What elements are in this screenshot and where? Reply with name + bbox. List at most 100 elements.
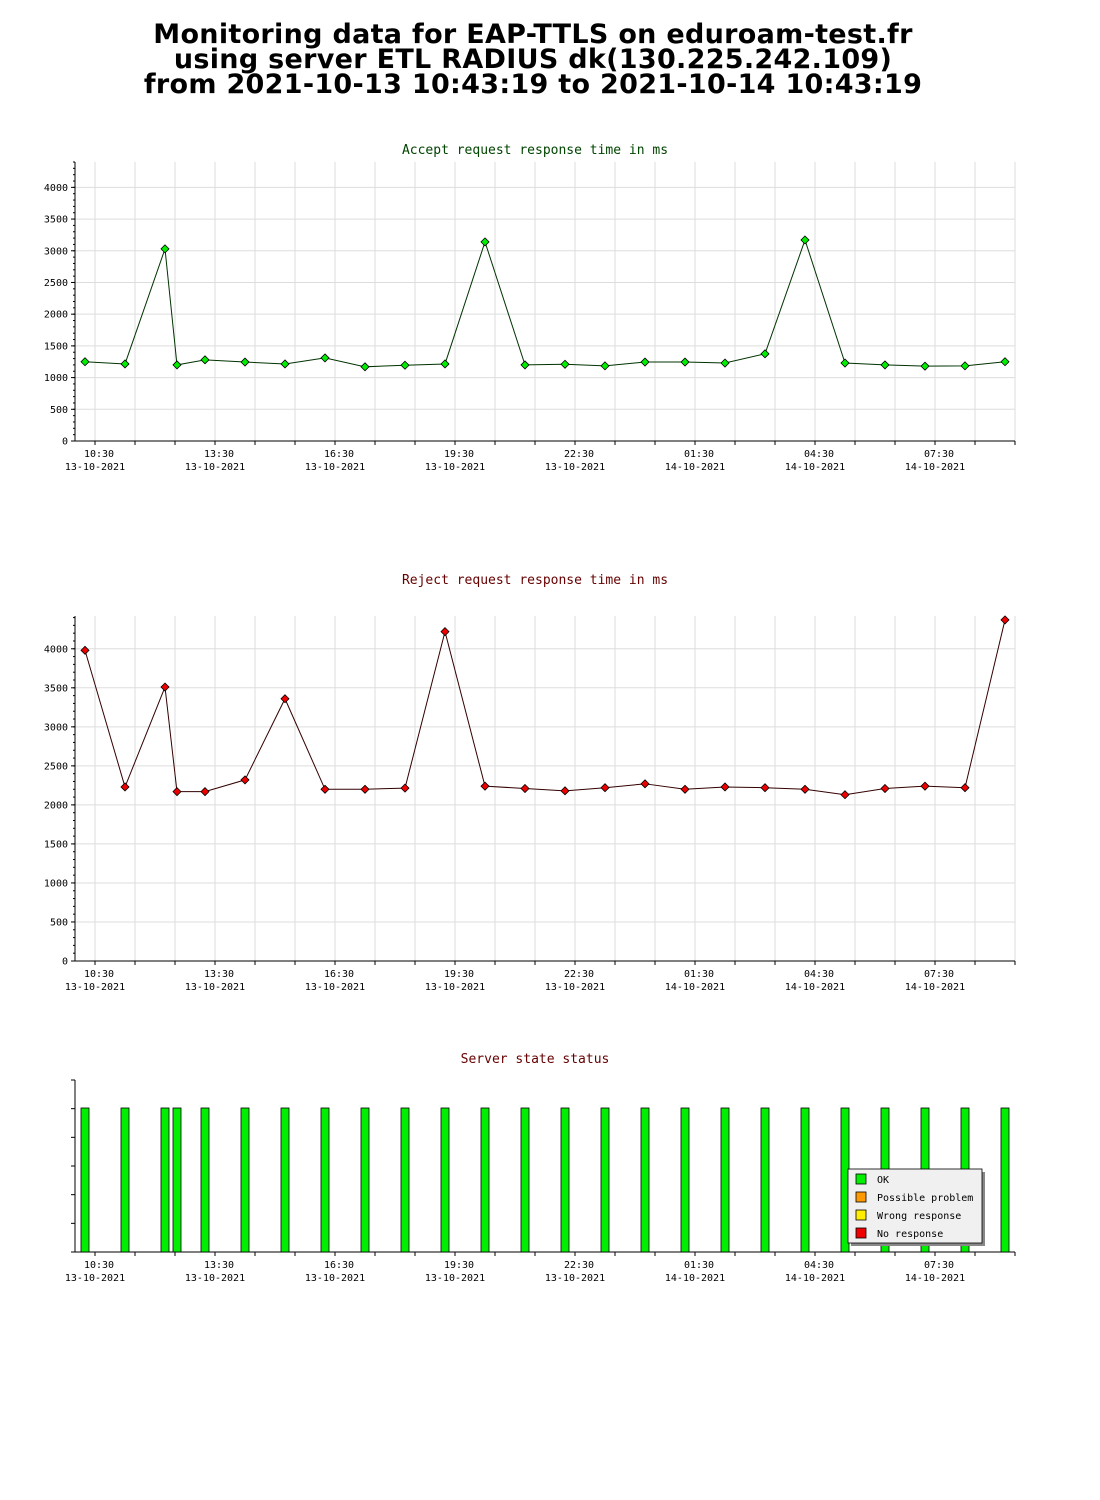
status-bar bbox=[360, 1107, 370, 1253]
y-tick-label: 500 bbox=[50, 917, 68, 928]
legend-label: Possible problem bbox=[877, 1193, 973, 1204]
legend-swatch bbox=[855, 1173, 867, 1185]
data-point bbox=[720, 782, 730, 792]
y-tick-label: 1500 bbox=[44, 839, 68, 850]
x-tick-label-date: 14-10-2021 bbox=[665, 982, 725, 993]
x-tick-label-date: 13-10-2021 bbox=[425, 982, 485, 993]
x-tick-label-time: 10:30 bbox=[84, 1260, 114, 1271]
x-tick-label-date: 14-10-2021 bbox=[665, 462, 725, 473]
x-tick-label-time: 16:30 bbox=[324, 1260, 354, 1271]
y-tick-label: 2000 bbox=[44, 800, 68, 811]
status-bar bbox=[720, 1107, 730, 1253]
y-tick-label: 0 bbox=[62, 957, 68, 968]
data-point bbox=[80, 645, 90, 655]
status-bar bbox=[600, 1107, 610, 1253]
data-point bbox=[400, 783, 410, 793]
x-tick-label-date: 14-10-2021 bbox=[905, 462, 965, 473]
x-tick-label-date: 13-10-2021 bbox=[305, 982, 365, 993]
status-bar bbox=[172, 1107, 182, 1253]
data-point bbox=[280, 359, 290, 369]
legend-swatch bbox=[855, 1209, 867, 1221]
y-tick-label: 4000 bbox=[44, 183, 68, 194]
x-tick-label-time: 01:30 bbox=[684, 969, 714, 980]
data-point bbox=[840, 790, 850, 800]
data-point bbox=[200, 355, 210, 365]
status-bar bbox=[400, 1107, 410, 1253]
y-tick-label: 2500 bbox=[44, 761, 68, 772]
status-bar bbox=[280, 1107, 290, 1253]
title-line-3: from 2021-10-13 10:43:19 to 2021-10-14 1… bbox=[143, 69, 923, 100]
y-tick-label: 4000 bbox=[44, 644, 68, 655]
x-tick-label-date: 14-10-2021 bbox=[905, 982, 965, 993]
data-point bbox=[920, 361, 930, 371]
x-tick-label-time: 01:30 bbox=[684, 449, 714, 460]
x-tick-label-date: 13-10-2021 bbox=[545, 982, 605, 993]
x-tick-label-date: 14-10-2021 bbox=[785, 1273, 845, 1284]
status-bar bbox=[240, 1107, 250, 1253]
status-bar bbox=[480, 1107, 490, 1253]
legend-box bbox=[847, 1168, 983, 1244]
y-tick-label: 3000 bbox=[44, 722, 68, 733]
x-tick-label-time: 04:30 bbox=[804, 1260, 834, 1271]
chart-title: Accept request response time in ms bbox=[402, 143, 668, 158]
data-point bbox=[320, 784, 330, 794]
data-point bbox=[680, 784, 690, 794]
x-tick-label-time: 07:30 bbox=[924, 449, 954, 460]
x-tick-label-time: 22:30 bbox=[564, 449, 594, 460]
x-tick-label-date: 13-10-2021 bbox=[545, 462, 605, 473]
x-tick-label-time: 13:30 bbox=[204, 1260, 234, 1271]
data-point bbox=[280, 694, 290, 704]
data-point bbox=[400, 360, 410, 370]
data-point bbox=[480, 781, 490, 791]
x-tick-label-time: 16:30 bbox=[324, 969, 354, 980]
series-line bbox=[84, 238, 1006, 368]
data-point bbox=[640, 779, 650, 789]
data-point bbox=[960, 783, 970, 793]
x-tick-label-date: 13-10-2021 bbox=[545, 1273, 605, 1284]
data-point bbox=[120, 359, 130, 369]
status-bar bbox=[520, 1107, 530, 1253]
data-point bbox=[240, 357, 250, 367]
data-point bbox=[600, 361, 610, 371]
data-point bbox=[240, 775, 250, 785]
title-line-1: Monitoring data for EAP-TTLS on eduroam-… bbox=[153, 19, 913, 50]
data-point bbox=[760, 349, 770, 359]
data-point bbox=[960, 361, 970, 371]
data-point bbox=[172, 787, 182, 797]
series-line bbox=[84, 619, 1006, 796]
x-tick-label-time: 13:30 bbox=[204, 449, 234, 460]
data-point bbox=[920, 781, 930, 791]
x-tick-label-time: 19:30 bbox=[444, 969, 474, 980]
y-tick-label: 2500 bbox=[44, 278, 68, 289]
status-bar bbox=[1000, 1107, 1010, 1253]
data-point bbox=[720, 358, 730, 368]
y-tick-label: 3000 bbox=[44, 246, 68, 257]
status-bar bbox=[320, 1107, 330, 1253]
y-tick-label: 2000 bbox=[44, 310, 68, 321]
data-point bbox=[440, 359, 450, 369]
legend-swatch bbox=[855, 1227, 867, 1239]
data-point bbox=[172, 360, 182, 370]
status-bar bbox=[120, 1107, 130, 1253]
data-point bbox=[480, 237, 490, 247]
data-point bbox=[1000, 615, 1010, 625]
data-point bbox=[360, 784, 370, 794]
y-tick-label: 3500 bbox=[44, 215, 68, 226]
data-point bbox=[1000, 357, 1010, 367]
x-tick-label-date: 14-10-2021 bbox=[785, 462, 845, 473]
x-tick-label-time: 04:30 bbox=[804, 449, 834, 460]
y-tick-label: 0 bbox=[62, 437, 68, 448]
x-tick-label-time: 10:30 bbox=[84, 449, 114, 460]
data-point bbox=[560, 786, 570, 796]
x-tick-label-time: 19:30 bbox=[444, 449, 474, 460]
y-tick-label: 1500 bbox=[44, 341, 68, 352]
data-point bbox=[680, 357, 690, 367]
x-tick-label-date: 13-10-2021 bbox=[425, 1273, 485, 1284]
data-point bbox=[600, 783, 610, 793]
data-point bbox=[440, 627, 450, 637]
data-point bbox=[880, 360, 890, 370]
x-tick-label-time: 22:30 bbox=[564, 1260, 594, 1271]
x-tick-label-date: 13-10-2021 bbox=[185, 1273, 245, 1284]
data-point bbox=[840, 358, 850, 368]
status-bar bbox=[80, 1107, 90, 1253]
